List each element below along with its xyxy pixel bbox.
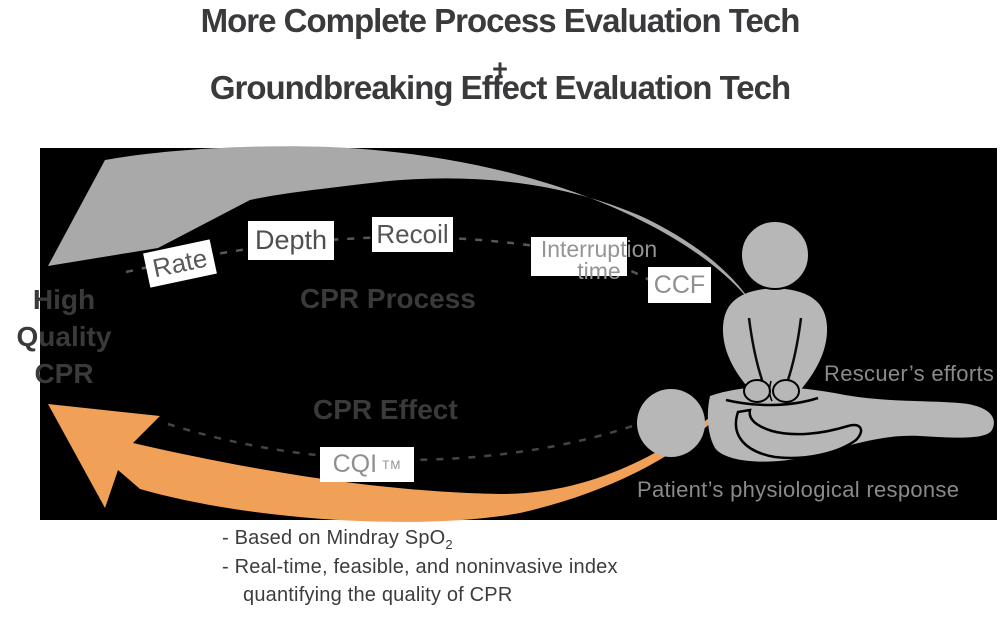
cpr-effect-label: CPR Effect (313, 394, 458, 425)
title-line-1: More Complete Process Evaluation Tech (200, 2, 801, 39)
note-1-text: - Based on Mindray SpO (222, 527, 446, 549)
tag-ccf: CCF (648, 267, 711, 303)
tag-recoil: Recoil (372, 217, 453, 252)
tag-interruption-box (531, 237, 627, 276)
swoosh-arrow-left-icon (48, 146, 755, 308)
tag-depth: Depth (248, 221, 334, 260)
title-plus-sign: + (492, 54, 508, 84)
rescuer-hand-left (743, 379, 771, 403)
cqi-trademark: TM (382, 457, 402, 472)
note-line-2: - Real-time, feasible, and noninvasive i… (222, 556, 618, 578)
cpr-process-label: CPR Process (300, 283, 476, 314)
patient-arm-silhouette (734, 408, 863, 460)
patient-caption: Patient’s physiological response (637, 477, 960, 502)
cqi-label: CQI (332, 450, 378, 478)
interruption-line-1: Interruption (540, 236, 658, 262)
rescuer-caption: Rescuer’s efforts (824, 361, 995, 386)
interruption-line-2: time (577, 258, 621, 284)
patient-head-silhouette (637, 389, 705, 457)
rescuer-torso-silhouette (722, 288, 828, 396)
rescuer-head-silhouette (740, 220, 810, 290)
note-line-3: quantifying the quality of CPR (243, 584, 513, 606)
patient-chest-line (725, 396, 819, 407)
rescuer-hand-finger-line (768, 380, 773, 402)
note-line-1: - Based on Mindray SpO2 (222, 527, 453, 552)
tag-cqi: CQI TM (320, 447, 414, 482)
effect-dashed-line (167, 410, 669, 462)
note-1-subscript: 2 (445, 537, 453, 552)
process-dashed-line (125, 235, 663, 290)
tag-interruption-time: Interruption time (534, 236, 664, 284)
title-line-2: Groundbreaking Effect Evaluation Tech (209, 69, 791, 106)
swoosh-arrow-up-left-icon (48, 397, 736, 522)
rescuer-hand-right (772, 379, 800, 403)
high-quality-cpr-label: High Quality CPR (16, 284, 112, 389)
